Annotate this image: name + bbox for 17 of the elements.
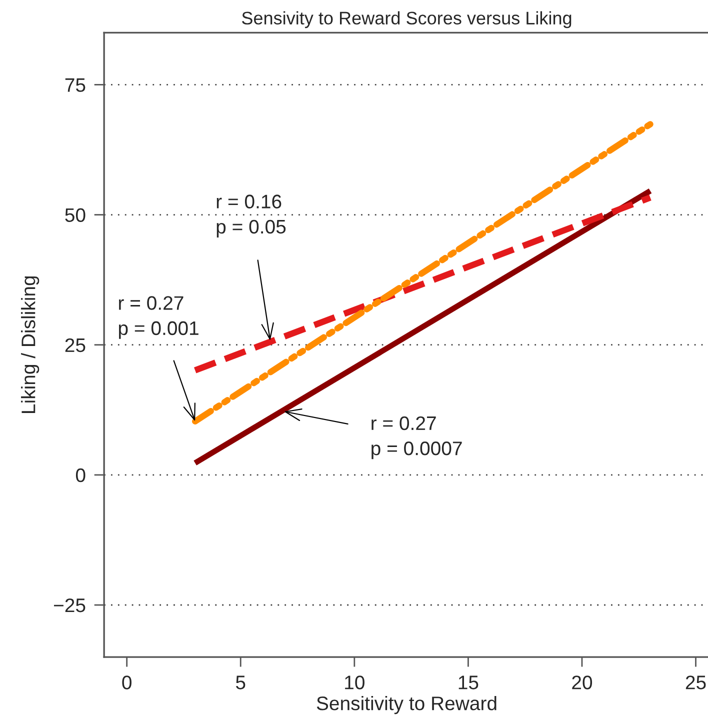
x-tick-label: 15 — [458, 676, 478, 690]
y-tick-label: 75 — [65, 78, 86, 92]
x-axis-title: Sensitivity to Reward — [316, 696, 496, 714]
x-tick-label: 10 — [345, 676, 364, 690]
chart-title: Sensivity to Reward Scores versus Liking — [242, 11, 572, 28]
y-tick-label: 25 — [65, 338, 86, 352]
y-tick-label: −25 — [54, 598, 86, 612]
annotation: r = 0.16 p = 0.05 — [216, 194, 286, 238]
x-tick-label: 5 — [236, 676, 246, 690]
y-tick-label: 50 — [65, 208, 86, 222]
y-tick-label: 0 — [76, 468, 86, 482]
x-tick-label: 0 — [122, 676, 132, 690]
x-tick-label: 25 — [686, 676, 706, 690]
annotation: r = 0.27 p = 0.0007 — [372, 416, 462, 460]
annotation: r = 0.27 p = 0.001 — [118, 296, 198, 339]
y-axis-title: Liking / Disliking — [21, 276, 40, 413]
x-tick-label: 20 — [572, 676, 592, 690]
